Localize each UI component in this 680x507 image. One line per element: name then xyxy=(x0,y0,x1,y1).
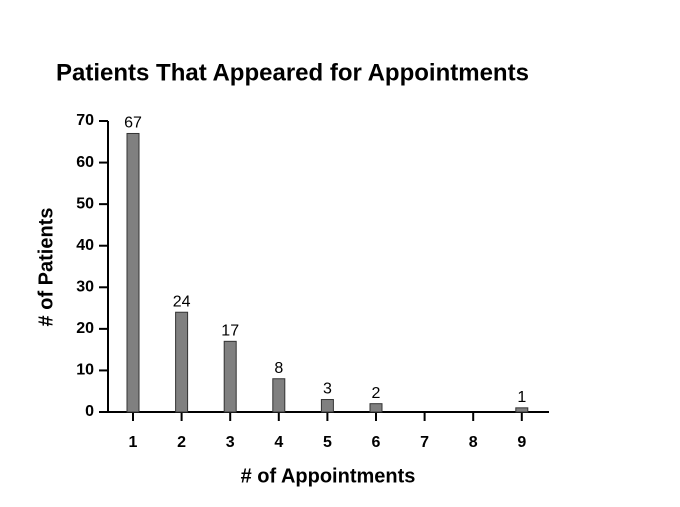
y-tick-label: 60 xyxy=(76,154,94,171)
y-axis-label: # of Patients xyxy=(35,208,57,327)
y-tick-label: 20 xyxy=(76,320,94,337)
data-label: 24 xyxy=(173,293,191,310)
data-label: 1 xyxy=(517,389,526,406)
y-tick-label: 30 xyxy=(76,279,94,296)
x-tick-label: 2 xyxy=(177,434,186,451)
y-tick-label: 40 xyxy=(76,237,94,254)
bar xyxy=(515,407,529,413)
data-label: 8 xyxy=(274,360,283,377)
bar xyxy=(369,403,383,413)
y-tick-label: 0 xyxy=(85,403,94,420)
x-tick-label: 8 xyxy=(469,434,478,451)
y-tick-label: 70 xyxy=(76,112,94,129)
x-tick-label: 4 xyxy=(274,434,283,451)
data-label: 3 xyxy=(323,381,332,398)
bar xyxy=(272,378,286,413)
bar xyxy=(320,399,334,413)
chart-title: Patients That Appeared for Appointments xyxy=(56,59,529,86)
x-tick-label: 5 xyxy=(323,434,332,451)
data-label: 17 xyxy=(221,323,239,340)
x-tick-label: 3 xyxy=(226,434,235,451)
y-tick-label: 10 xyxy=(76,362,94,379)
bar xyxy=(126,132,140,413)
x-tick-label: 7 xyxy=(420,434,429,451)
x-tick-label: 1 xyxy=(129,434,138,451)
data-label: 67 xyxy=(124,115,142,132)
data-label: 2 xyxy=(372,385,381,402)
bar xyxy=(175,311,189,413)
x-tick-label: 9 xyxy=(517,434,526,451)
y-tick-label: 50 xyxy=(76,195,94,212)
bar xyxy=(223,340,237,413)
x-tick-label: 6 xyxy=(372,434,381,451)
x-axis-label: # of Appointments xyxy=(241,465,416,487)
